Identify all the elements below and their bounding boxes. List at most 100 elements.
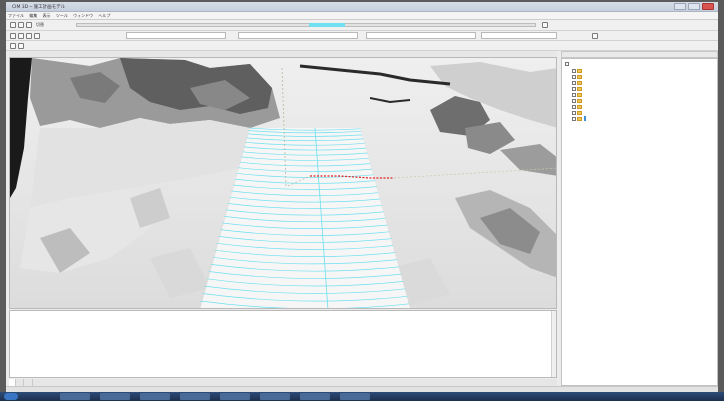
menu-item-window[interactable]: ウィンドウ: [73, 13, 94, 18]
tree-item[interactable]: [572, 80, 584, 86]
time-slider-handle[interactable]: [309, 23, 346, 27]
contour-line: [247, 133, 363, 137]
select-icon[interactable]: [10, 43, 16, 49]
play-icon[interactable]: [542, 22, 548, 28]
folder-icon: [577, 117, 582, 121]
panel-tab-properties[interactable]: [567, 55, 571, 56]
contour-line: [231, 190, 379, 197]
menu-item-edit[interactable]: 編集: [29, 13, 38, 18]
menu-item-tools[interactable]: ツール: [55, 13, 68, 18]
taskbar-app[interactable]: [180, 393, 210, 400]
contour-line: [229, 196, 381, 203]
contour-line: [227, 203, 383, 209]
checkbox-icon[interactable]: [572, 117, 576, 121]
contour-line: [234, 178, 376, 184]
contour-line: [208, 271, 402, 279]
layer-tree-panel: [561, 58, 718, 386]
message-log[interactable]: [9, 310, 557, 378]
checkbox-icon[interactable]: [572, 69, 576, 73]
checkbox-icon[interactable]: [572, 93, 576, 97]
contour-line: [249, 127, 361, 131]
tree-item-root[interactable]: [565, 61, 570, 67]
panel-tab-search[interactable]: [573, 55, 577, 56]
tab-output[interactable]: [9, 379, 16, 386]
checkbox-icon[interactable]: [572, 81, 576, 85]
survey-marker-line: [310, 175, 394, 179]
taskbar: [0, 392, 724, 401]
panel-tab-bar: [561, 51, 718, 58]
coordinate-field-2[interactable]: [238, 32, 358, 39]
checkbox-icon[interactable]: [572, 75, 576, 79]
tree-item[interactable]: [572, 68, 584, 74]
taskbar-app[interactable]: [140, 393, 170, 400]
menu-item-help[interactable]: ヘルプ: [98, 13, 111, 18]
log-scrollbar[interactable]: [551, 311, 556, 377]
taskbar-app[interactable]: [60, 393, 90, 400]
panel-tab-layers[interactable]: [562, 55, 566, 56]
contour-line: [242, 151, 368, 156]
contour-line: [239, 161, 371, 167]
new-icon[interactable]: [10, 22, 16, 28]
shadow-cliff: [10, 58, 32, 198]
contour-line: [210, 264, 400, 272]
tree-item[interactable]: [572, 104, 584, 110]
checkbox-icon[interactable]: [572, 105, 576, 109]
rotate-icon[interactable]: [26, 33, 32, 39]
taskbar-app[interactable]: [340, 393, 370, 400]
start-button[interactable]: [4, 393, 18, 400]
3d-viewport[interactable]: [9, 57, 557, 309]
menu-item-file[interactable]: ファイル: [8, 13, 24, 18]
tree-item[interactable]: [572, 92, 584, 98]
contour-line: [222, 222, 388, 229]
menu-bar: ファイル 編集 表示 ツール ウィンドウ ヘルプ: [6, 12, 718, 20]
minimize-button[interactable]: [674, 3, 686, 10]
settings-icon[interactable]: [592, 33, 598, 39]
taskbar-app[interactable]: [100, 393, 130, 400]
zoom-out-icon[interactable]: [18, 33, 24, 39]
checkbox-icon[interactable]: [572, 87, 576, 91]
save-icon[interactable]: [26, 22, 32, 28]
folder-icon: [577, 69, 582, 73]
terrain-render[interactable]: [10, 58, 557, 309]
tab-history[interactable]: [26, 379, 33, 386]
zoom-in-icon[interactable]: [10, 33, 16, 39]
contour-line: [248, 130, 362, 134]
tab-errors[interactable]: [17, 379, 25, 386]
tree-item[interactable]: [572, 74, 584, 80]
tree-item[interactable]: [572, 86, 584, 92]
centerline: [314, 127, 329, 308]
tree-item-selected[interactable]: [572, 116, 586, 122]
folder-icon: [577, 93, 582, 97]
menu-item-view[interactable]: 表示: [42, 13, 51, 18]
folder-icon: [577, 99, 582, 103]
contour-line: [246, 137, 364, 142]
contour-line: [214, 249, 396, 257]
contour-line: [218, 236, 392, 243]
taskbar-app[interactable]: [300, 393, 330, 400]
pan-icon[interactable]: [34, 33, 40, 39]
main-toolbar: 切替: [6, 20, 718, 31]
checkbox-icon[interactable]: [572, 111, 576, 115]
checkbox-icon[interactable]: [565, 62, 569, 66]
tree-item[interactable]: [572, 110, 584, 116]
application-window: CIM 3D ─ 施工計画モデル ファイル 編集 表示 ツール ウィンドウ ヘル…: [6, 2, 718, 392]
open-icon[interactable]: [18, 22, 24, 28]
taskbar-app[interactable]: [220, 393, 250, 400]
maximize-button[interactable]: [688, 3, 700, 10]
contour-line: [212, 256, 398, 265]
contour-lines: [200, 127, 410, 308]
checkbox-icon[interactable]: [572, 99, 576, 103]
toolbar-label: 切替: [36, 22, 44, 27]
coordinate-field-1[interactable]: [126, 32, 226, 39]
folder-icon: [577, 87, 582, 91]
taskbar-app[interactable]: [260, 393, 290, 400]
coordinate-field-4[interactable]: [481, 32, 557, 39]
close-button[interactable]: [702, 3, 714, 10]
measure-icon[interactable]: [18, 43, 24, 49]
log-tab-bar: [9, 379, 557, 386]
tree-item[interactable]: [572, 98, 584, 104]
time-slider[interactable]: [76, 23, 536, 27]
coordinate-field-3[interactable]: [366, 32, 476, 39]
contour-line: [236, 172, 374, 178]
